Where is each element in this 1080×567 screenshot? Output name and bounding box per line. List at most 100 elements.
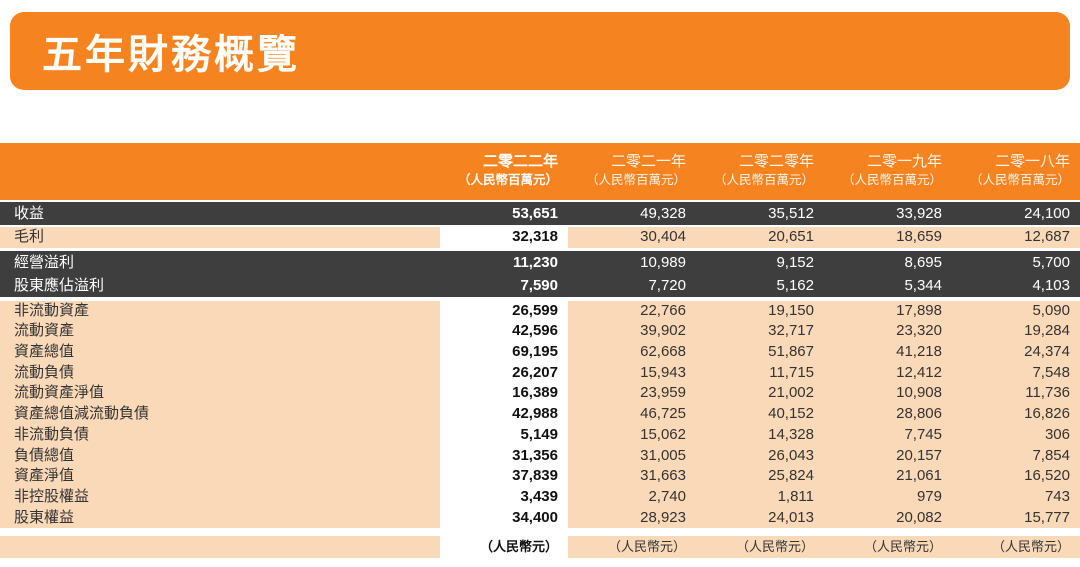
cell-value: 979: [916, 487, 942, 505]
cell-value: 42,596: [440, 321, 568, 343]
cell-value: 16,389: [440, 383, 568, 405]
table-row: 資產總值 69,195 62,668 51,867 41,218 24,374: [0, 342, 1080, 363]
row-label: 非流動負債: [14, 425, 90, 443]
cell-value: 42,988: [440, 404, 568, 425]
cell-value: 11,736: [1025, 384, 1070, 402]
row-label: 流動資產: [14, 322, 75, 340]
cell-value: 20,082: [896, 508, 942, 526]
cell-value: 8,695: [904, 253, 942, 271]
cell-value: 4,103: [1032, 276, 1070, 294]
cell-value: 306: [1044, 425, 1070, 443]
cell-value: 19,284: [1024, 322, 1070, 340]
row-label: 股東應佔溢利: [14, 276, 105, 294]
page-title: 五年財務概覽: [42, 33, 300, 77]
cell-value: 10,989: [640, 253, 686, 271]
cell-value: 11,230: [512, 253, 558, 271]
year-label: 二零二一年: [610, 153, 686, 170]
cell-value: 15,777: [1024, 508, 1070, 526]
column-header: 二零二一年 （人民幣百萬元）: [568, 143, 696, 200]
column-header: 二零二零年 （人民幣百萬元）: [696, 143, 824, 200]
table-row: （人民幣元） （人民幣元） （人民幣元） （人民幣元） （人民幣元）: [0, 536, 1080, 559]
cell-value: 22,766: [640, 301, 686, 319]
unit-label: （人民幣百萬元）: [841, 173, 942, 187]
cell-value: 20,651: [768, 228, 814, 245]
cell-value: 23,320: [896, 322, 942, 340]
row-label: [0, 536, 440, 558]
cell-value: 62,668: [640, 343, 686, 361]
cell-value: 40,152: [768, 405, 814, 423]
cell-value: 37,839: [440, 466, 568, 487]
table-section: 經營溢利 11,230 10,989 9,152 8,695 5,700 股東應佔溢利 7,5…: [0, 250, 1080, 297]
cell-value: 2,740: [648, 487, 686, 505]
row-label: 非流動資產: [14, 301, 90, 319]
table-section: 收益 53,651 49,328 35,512 33,928 24,100: [0, 202, 1080, 225]
cell-value: 33,928: [896, 205, 942, 222]
cell-value: 35,512: [768, 205, 814, 222]
row-label: 非控股權益: [14, 487, 90, 505]
cell-value: 30,404: [640, 228, 686, 245]
table-row: 資產總值減流動負債 42,988 46,725 40,152 28,806 16,826: [0, 404, 1080, 425]
cell-value: 5,162: [776, 276, 814, 294]
cell-value: 5,090: [1032, 301, 1070, 319]
cell-value: 11,715: [769, 363, 814, 381]
unit-label: （人民幣百萬元）: [585, 173, 686, 187]
table-body: 收益 53,651 49,328 35,512 33,928 24,100 毛利 32,318…: [0, 202, 1080, 559]
table-section: 非流動資產 26,599 22,766 19,150 17,898 5,090 流動資產 42…: [0, 300, 1080, 529]
row-label: 流動資產淨值: [14, 384, 105, 402]
year-label: 二零二零年: [738, 153, 814, 170]
cell-value: 20,157: [896, 446, 942, 464]
column-header: 二零一八年 （人民幣百萬元）: [952, 143, 1080, 200]
cell-value: 21,061: [896, 467, 942, 485]
cell-value: 12,687: [1024, 228, 1070, 245]
cell-value: 23,959: [640, 384, 686, 402]
cell-value: 5,149: [440, 424, 568, 446]
cell-value: 28,923: [640, 508, 686, 526]
unit-label: （人民幣百萬元）: [969, 173, 1070, 187]
unit-label: （人民幣百萬元）: [457, 173, 558, 187]
column-header: 二零二二年 （人民幣百萬元）: [440, 143, 568, 200]
table-row: 流動資產淨值 16,389 23,959 21,002 10,908 11,736: [0, 383, 1080, 405]
table-row: 流動負債 26,207 15,943 11,715 12,412 7,548: [0, 362, 1080, 384]
row-label: 毛利: [14, 228, 45, 245]
cell-value: 10,908: [896, 384, 942, 402]
cell-value: 12,412: [896, 363, 942, 381]
table-row: 資產淨值 37,839 31,663 25,824 21,061 16,520: [0, 466, 1080, 487]
table-row: 毛利 32,318 30,404 20,651 18,659 12,687: [0, 227, 1080, 248]
cell-value: 7,745: [904, 425, 942, 443]
cell-value: 49,328: [640, 205, 686, 222]
row-label: 股東權益: [14, 508, 75, 526]
cell-value: 21,002: [768, 384, 814, 402]
table-header: 二零二二年 （人民幣百萬元） 二零二一年 （人民幣百萬元） 二零二零年 （人民幣百萬元）二…: [0, 143, 1080, 200]
cell-value: 9,152: [776, 253, 814, 271]
cell-value: 53,651: [512, 205, 558, 222]
cell-value: 18,659: [896, 228, 942, 245]
table-row: 經營溢利 11,230 10,989 9,152 8,695 5,700: [0, 251, 1080, 274]
table-section: （人民幣元） （人民幣元） （人民幣元） （人民幣元） （人民幣元）: [0, 536, 1080, 559]
cell-value: 16,826: [1024, 405, 1070, 423]
table-row: 收益 53,651 49,328 35,512 33,928 24,100: [0, 202, 1080, 225]
cell-value: （人民幣元）: [735, 539, 814, 555]
cell-value: 16,520: [1024, 467, 1070, 485]
cell-value: 32,318: [440, 227, 568, 248]
cell-value: 15,062: [640, 425, 686, 443]
cell-value: （人民幣元）: [991, 539, 1070, 555]
cell-value: 7,548: [1032, 363, 1070, 381]
cell-value: 15,943: [640, 363, 686, 381]
table-row: 非流動負債 5,149 15,062 14,328 7,745 306: [0, 424, 1080, 446]
table-row: 負債總值 31,356 31,005 26,043 20,157 7,854: [0, 445, 1080, 467]
row-label: 資產淨值: [14, 467, 75, 485]
title-banner: 五年財務概覽: [10, 12, 1070, 90]
cell-value: 7,720: [648, 276, 686, 294]
cell-value: 41,218: [896, 343, 942, 361]
cell-value: 26,043: [768, 446, 814, 464]
cell-value: 39,902: [640, 322, 686, 340]
cell-value: 25,824: [768, 467, 814, 485]
column-header: 二零一九年 （人民幣百萬元）: [824, 143, 952, 200]
cell-value: 46,725: [640, 405, 686, 423]
cell-value: 3,439: [440, 486, 568, 508]
cell-value: 5,344: [904, 276, 942, 294]
row-label: 流動負債: [14, 363, 75, 381]
cell-value: 24,374: [1024, 343, 1070, 361]
cell-value: 5,700: [1032, 253, 1070, 271]
year-label: 二零二二年: [482, 153, 558, 170]
